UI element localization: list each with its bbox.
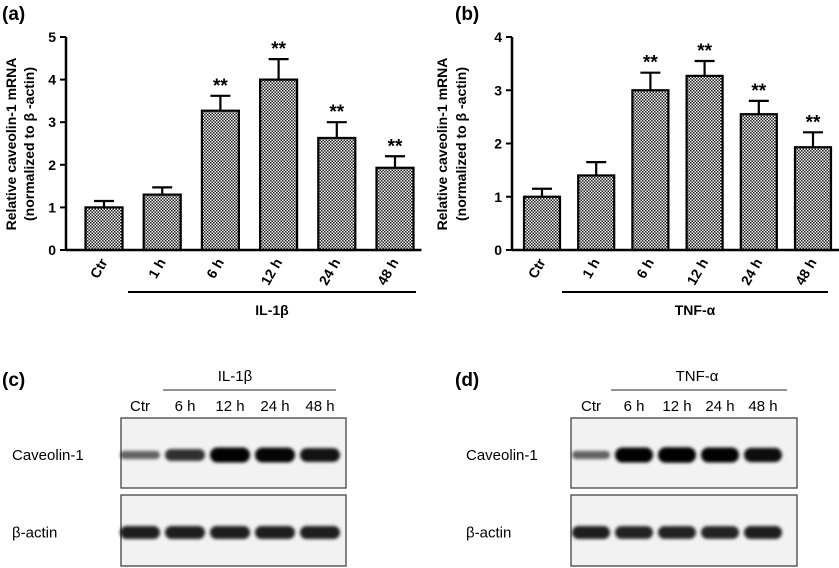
chart-panel-a: (a) Relative caveolin-1 mRNA (normalized t… xyxy=(2,4,422,318)
significance-label: ** xyxy=(388,136,403,157)
lane-label: 6 h xyxy=(624,398,645,415)
blot-band xyxy=(701,526,739,539)
treatment-label: TNF-α xyxy=(676,368,719,385)
lane-label: 48 h xyxy=(748,398,777,415)
y-tick-label: 0 xyxy=(48,242,56,258)
bar xyxy=(259,78,299,252)
y-axis-title: Relative caveolin-1 mRNA xyxy=(3,58,19,231)
blot-band xyxy=(255,447,295,463)
y-tick-label: 1 xyxy=(48,199,56,215)
blot-row-label: β-actin xyxy=(12,525,57,542)
blot-row-label: β-actin xyxy=(466,525,511,542)
panel-letter: (d) xyxy=(455,370,479,391)
blot-band xyxy=(300,526,340,539)
bar xyxy=(84,206,124,252)
x-tick-label: 24 h xyxy=(316,256,344,288)
x-tick-label: 48 h xyxy=(374,256,402,288)
x-tick-label: 1 h xyxy=(579,256,603,282)
blot-band xyxy=(701,447,739,463)
blot-band xyxy=(255,526,295,539)
bar xyxy=(200,109,240,252)
lane-label: Ctr xyxy=(130,398,150,415)
panel-letter: (c) xyxy=(2,370,25,391)
blot-band xyxy=(120,450,160,460)
significance-label: ** xyxy=(751,81,766,102)
blot-band xyxy=(658,447,696,463)
blot-panel-c: (c) IL-1β Ctr 6 h 12 h 24 h 48 h Caveolin-1 β-ac… xyxy=(2,368,347,567)
y-tick-label: 1 xyxy=(494,189,502,205)
x-tick-label: 12 h xyxy=(257,256,285,288)
significance-label: ** xyxy=(213,76,228,97)
y-tick-label: 2 xyxy=(48,157,56,173)
bar xyxy=(739,113,778,252)
bar xyxy=(577,174,616,252)
y-tick-label: 2 xyxy=(494,136,502,152)
bar xyxy=(522,195,562,252)
x-tick-label: 6 h xyxy=(633,256,657,282)
blot-band xyxy=(165,526,205,539)
bar xyxy=(142,193,182,252)
lane-label: Ctr xyxy=(581,398,601,415)
bar xyxy=(375,166,415,252)
x-tick-label: Ctr xyxy=(87,255,111,281)
significance-label: ** xyxy=(643,53,658,74)
blot-band xyxy=(210,447,250,463)
blot-band xyxy=(615,447,653,463)
chart-panel-b: (b) Relative caveolin-1 mRNA (normalized t… xyxy=(434,4,839,318)
significance-label: ** xyxy=(697,41,712,62)
blot-band xyxy=(615,526,653,539)
x-tick-label: 12 h xyxy=(683,256,711,288)
y-axis-title: Relative caveolin-1 mRNA xyxy=(434,58,450,231)
blot-band xyxy=(744,447,782,463)
y-tick-label: 3 xyxy=(48,114,56,130)
blot-band xyxy=(572,450,610,460)
y-tick-label: 4 xyxy=(48,72,56,88)
y-tick-label: 4 xyxy=(494,29,502,45)
bar xyxy=(685,74,724,252)
y-axis-title: (normalized to β -actin) xyxy=(453,67,469,221)
y-tick-label: 3 xyxy=(494,82,502,98)
significance-label: ** xyxy=(271,39,286,60)
blot-band xyxy=(572,526,610,539)
lane-label: 12 h xyxy=(215,398,244,415)
lane-label: 48 h xyxy=(305,398,334,415)
y-axis-title: (normalized to β -actin) xyxy=(21,67,37,221)
blot-row-label: Caveolin-1 xyxy=(12,447,84,464)
y-tick-label: 0 xyxy=(494,242,502,258)
blot-panel-d: (d) TNF-α Ctr 6 h 12 h 24 h 48 h Caveolin-1 β-ac… xyxy=(455,368,798,567)
x-tick-label: 6 h xyxy=(203,256,227,282)
significance-label: ** xyxy=(806,112,821,133)
bar xyxy=(793,146,833,252)
x-tick-label: 1 h xyxy=(145,256,169,282)
blot-band xyxy=(210,526,250,539)
blot-band xyxy=(658,526,696,539)
x-tick-label: 24 h xyxy=(738,256,766,288)
blot-band xyxy=(744,526,782,539)
blot-band xyxy=(165,449,205,461)
bar xyxy=(317,136,357,252)
treatment-label: IL-1β xyxy=(255,302,289,318)
lane-label: 6 h xyxy=(175,398,196,415)
x-tick-label: Ctr xyxy=(525,255,549,281)
treatment-label: TNF-α xyxy=(675,302,716,318)
x-tick-label: 48 h xyxy=(792,256,820,288)
blot-band xyxy=(300,448,340,462)
panel-letter: (a) xyxy=(2,4,25,25)
blot-row-label: Caveolin-1 xyxy=(466,447,538,464)
panel-letter: (b) xyxy=(455,4,479,25)
bar xyxy=(631,89,670,252)
treatment-label: IL-1β xyxy=(218,368,253,385)
blot-band xyxy=(120,526,160,539)
lane-label: 24 h xyxy=(705,398,734,415)
significance-label: ** xyxy=(329,102,344,123)
y-tick-label: 5 xyxy=(48,29,56,45)
lane-label: 24 h xyxy=(260,398,289,415)
lane-label: 12 h xyxy=(662,398,691,415)
